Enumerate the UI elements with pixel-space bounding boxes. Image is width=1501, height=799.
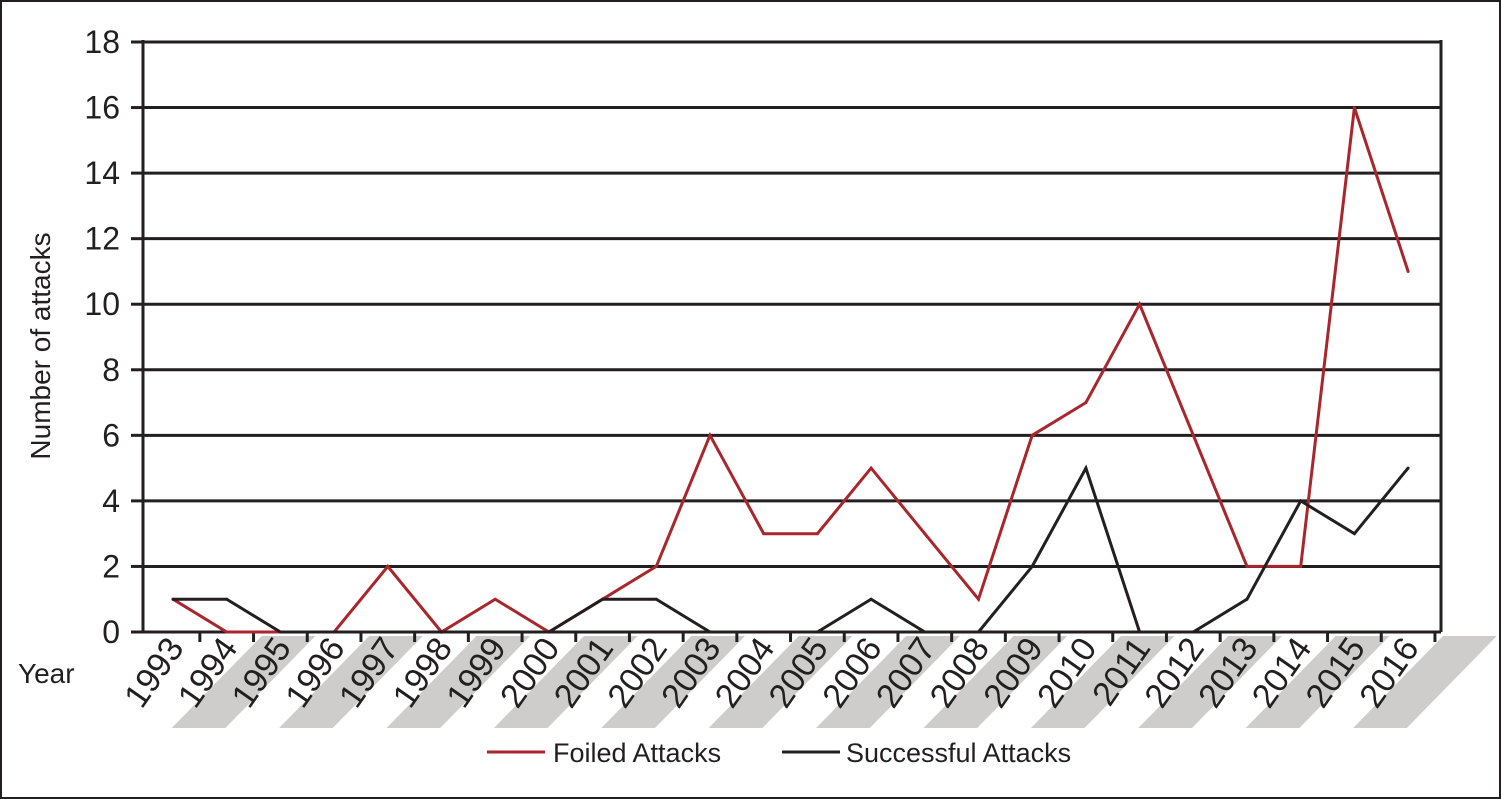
year-bands xyxy=(171,636,1497,728)
data-point xyxy=(1245,597,1249,601)
data-point xyxy=(1352,532,1356,536)
data-point xyxy=(547,630,551,634)
data-point xyxy=(1406,269,1410,273)
year-band xyxy=(1245,636,1390,728)
data-point xyxy=(654,564,658,568)
data-point xyxy=(386,630,390,634)
legend-label-foiled: Foiled Attacks xyxy=(553,738,721,768)
data-point xyxy=(386,564,390,568)
data-point xyxy=(225,630,229,634)
data-point xyxy=(869,466,873,470)
data-point xyxy=(171,597,175,601)
data-point xyxy=(1030,433,1034,437)
legend: Foiled Attacks Successful Attacks xyxy=(487,738,1071,768)
y-tick-label: 2 xyxy=(102,548,120,584)
year-band xyxy=(1138,636,1282,728)
year-band xyxy=(923,636,1068,728)
year-band xyxy=(386,636,531,728)
year-band xyxy=(279,636,423,728)
y-tick-label: 0 xyxy=(102,614,120,650)
data-point xyxy=(1084,466,1088,470)
data-point xyxy=(1245,564,1249,568)
year-band xyxy=(601,636,745,728)
data-point xyxy=(815,532,819,536)
data-point xyxy=(923,532,927,536)
data-point xyxy=(493,597,497,601)
data-point xyxy=(923,630,927,634)
data-point xyxy=(977,630,980,634)
data-point xyxy=(654,597,658,601)
y-tick-label: 14 xyxy=(84,155,120,191)
data-point xyxy=(440,630,443,634)
y-tick-label: 16 xyxy=(84,90,120,126)
data-point xyxy=(493,630,497,634)
year-band xyxy=(708,636,853,728)
gridlines xyxy=(131,40,1441,642)
data-point xyxy=(332,630,336,634)
data-point xyxy=(1406,466,1410,470)
year-band xyxy=(493,636,638,728)
data-point xyxy=(278,630,282,634)
y-tick-label: 10 xyxy=(84,286,120,322)
data-point xyxy=(1191,433,1195,437)
data-point xyxy=(1299,564,1303,568)
y-tick-label: 18 xyxy=(84,24,120,60)
data-point xyxy=(708,630,712,634)
data-point xyxy=(1352,106,1356,110)
year-band xyxy=(816,636,960,728)
y-tick-label: 6 xyxy=(102,417,120,453)
series-line-foiled xyxy=(172,107,1410,634)
data-point xyxy=(1030,564,1034,568)
year-band xyxy=(1030,636,1175,728)
data-point xyxy=(762,630,766,634)
data-point xyxy=(815,630,819,634)
y-tick-labels: 0 2 4 6 8 10 12 14 16 18 xyxy=(84,24,120,650)
data-point xyxy=(977,597,980,601)
data-point xyxy=(601,597,605,601)
x-axis-title: Year xyxy=(18,658,75,689)
data-point xyxy=(1191,630,1195,634)
data-point xyxy=(1138,302,1142,306)
data-point xyxy=(1138,630,1142,634)
data-point xyxy=(762,532,766,536)
y-tick-label: 4 xyxy=(102,483,120,519)
series-lines xyxy=(171,106,1410,634)
series-line-successful xyxy=(173,464,1410,634)
data-point xyxy=(869,597,873,601)
year-band xyxy=(171,636,316,728)
data-point xyxy=(225,597,229,601)
y-axis-title: Number of attacks xyxy=(25,232,56,459)
data-point xyxy=(1299,499,1303,503)
axes xyxy=(141,40,1443,634)
data-point xyxy=(708,433,712,437)
legend-label-successful: Successful Attacks xyxy=(846,738,1071,768)
year-band xyxy=(1353,636,1497,728)
data-point xyxy=(1084,401,1088,405)
x-tick-label: 1993 xyxy=(117,631,192,715)
y-tick-label: 12 xyxy=(84,221,120,257)
y-tick-label: 8 xyxy=(102,352,120,388)
